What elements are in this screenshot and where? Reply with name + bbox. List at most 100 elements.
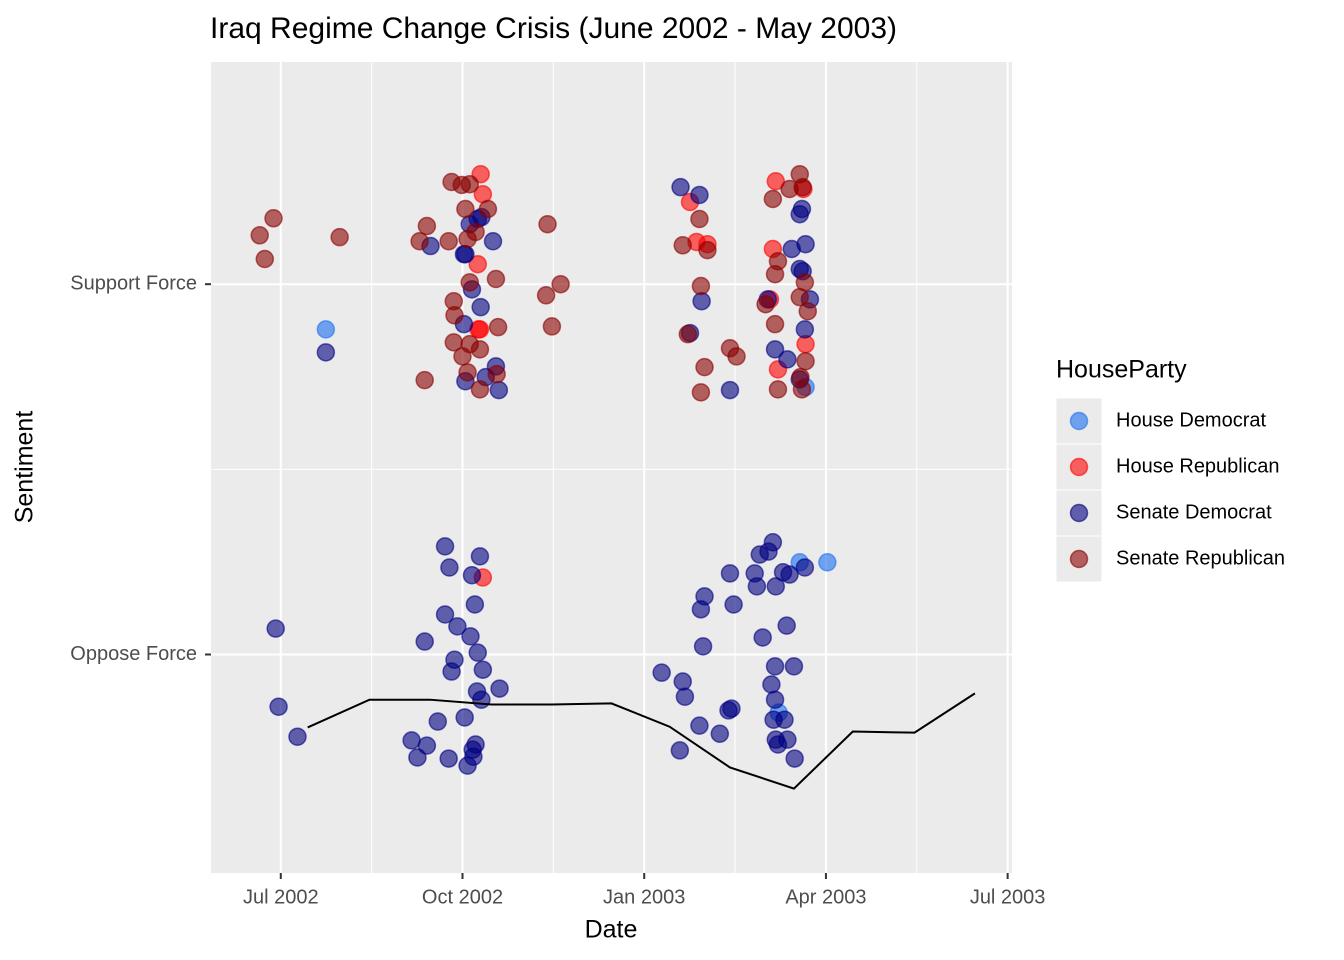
point: [488, 317, 508, 337]
point: [722, 699, 741, 718]
point: [762, 675, 781, 694]
point: [536, 286, 556, 305]
point: [763, 533, 783, 552]
point: [766, 577, 786, 596]
point: [720, 564, 740, 583]
point: [747, 577, 767, 596]
point: [795, 320, 815, 339]
point: [466, 222, 485, 242]
point: [670, 741, 690, 760]
point: [487, 364, 506, 384]
point: [415, 632, 434, 651]
point: [470, 380, 490, 399]
point: [698, 240, 717, 260]
point: [542, 317, 562, 336]
y-axis-title: Sentiment: [11, 411, 39, 524]
point: [710, 724, 730, 744]
point: [775, 710, 794, 729]
point: [753, 628, 772, 647]
point: [678, 324, 698, 344]
point: [458, 363, 477, 382]
point: [791, 367, 810, 387]
point: [778, 350, 797, 369]
point: [460, 174, 480, 194]
point: [435, 537, 455, 556]
point: [458, 756, 477, 775]
legend: House Democrat House Republican Senate Dem…: [1055, 397, 1285, 583]
point: [486, 269, 506, 289]
point: [756, 294, 775, 314]
point: [691, 383, 711, 402]
point: [316, 320, 336, 339]
point: [692, 291, 711, 311]
point: [652, 663, 671, 682]
point: [255, 249, 275, 269]
point: [468, 643, 488, 662]
point: [796, 351, 815, 371]
point: [727, 347, 746, 366]
point: [489, 380, 509, 400]
point: [478, 199, 498, 219]
point: [793, 177, 812, 197]
point: [724, 595, 743, 614]
point: [470, 340, 490, 359]
point: [410, 231, 429, 251]
point: [468, 254, 488, 274]
point: [818, 553, 837, 572]
point: [330, 227, 349, 247]
plot-panel: [211, 62, 1012, 873]
legend-marker: [1069, 411, 1089, 431]
point: [250, 226, 269, 245]
point: [784, 657, 804, 676]
point: [470, 547, 490, 566]
legend-label: House Republican: [1116, 455, 1279, 477]
point: [471, 297, 490, 317]
point: [461, 627, 480, 646]
chart-title: Iraq Regime Change Crisis (June 2002 - M…: [210, 12, 897, 45]
point: [695, 587, 714, 606]
point: [266, 619, 285, 638]
point: [695, 357, 714, 377]
point: [720, 380, 740, 400]
x-tick-label: Jan 2003: [603, 886, 685, 908]
point: [288, 727, 307, 746]
x-axis-title: Date: [585, 916, 638, 944]
point: [483, 231, 503, 251]
point: [445, 306, 464, 325]
point: [264, 209, 283, 228]
point: [462, 566, 482, 585]
legend-label: Senate Democrat: [1116, 501, 1272, 523]
point: [435, 605, 455, 624]
point: [456, 199, 475, 219]
grid: [211, 62, 1012, 873]
point: [673, 236, 692, 255]
point: [765, 690, 785, 709]
point: [765, 264, 785, 284]
point: [765, 657, 785, 676]
y-tick-label: Oppose Force: [70, 643, 197, 665]
x-tick-label: Apr 2003: [785, 886, 866, 908]
point: [465, 595, 485, 614]
point: [765, 340, 785, 359]
marks: [250, 164, 976, 790]
point: [490, 679, 509, 698]
point: [671, 177, 690, 197]
point: [445, 650, 464, 669]
point: [790, 204, 810, 224]
x-tick-label: Jul 2003: [970, 886, 1046, 908]
point: [402, 731, 421, 750]
legend-marker: [1069, 503, 1089, 523]
point: [766, 171, 786, 191]
point: [693, 637, 713, 656]
point: [439, 749, 458, 768]
point: [454, 244, 474, 264]
point: [780, 565, 799, 584]
point: [777, 616, 796, 635]
point: [417, 736, 437, 755]
point: [472, 690, 491, 709]
legend-label: Senate Republican: [1116, 547, 1285, 569]
point: [785, 749, 804, 768]
point: [798, 301, 818, 321]
point: [473, 660, 493, 679]
point: [538, 214, 557, 234]
